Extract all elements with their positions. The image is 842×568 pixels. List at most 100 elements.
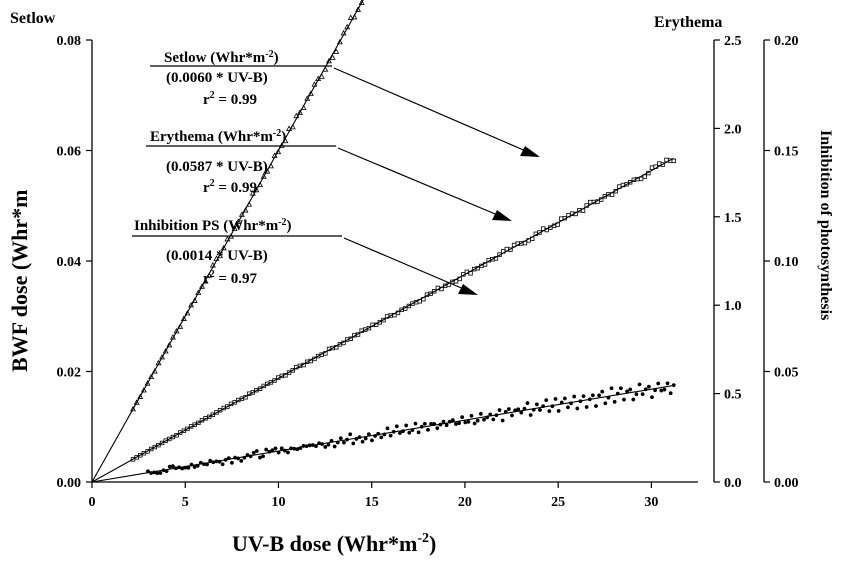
erythema-point: [660, 162, 666, 167]
inhibition-ps-point: [242, 455, 247, 460]
erythema-series: [91, 157, 676, 483]
erythema-point: [482, 262, 488, 267]
setlow-point: [289, 123, 296, 130]
inhibition-ps-point: [631, 397, 636, 402]
x-tick-label: 0: [89, 495, 96, 510]
setlow-point: [220, 244, 227, 251]
erythema-point: [461, 272, 466, 277]
setlow-point: [177, 323, 184, 329]
inhibition-ps-point: [158, 471, 163, 475]
inhibition-ps-point: [323, 445, 328, 449]
setlow-point: [275, 148, 282, 155]
erythema-point: [497, 252, 502, 257]
inhibition-ps-point: [189, 462, 194, 467]
erythema-point: [544, 227, 549, 233]
inhibition-ps-point: [482, 417, 486, 422]
inhibition-ps-point: [612, 399, 617, 404]
inhibition-ps-point: [363, 436, 368, 441]
inhibition-ps-point: [457, 421, 462, 426]
inhibition-ps-point: [282, 448, 287, 453]
erythema-point: [185, 426, 190, 432]
erythema-point: [628, 180, 633, 185]
setlow-point: [166, 341, 173, 348]
setlow-point: [336, 38, 343, 45]
x-tick-label: 20: [458, 495, 472, 510]
inhibition-ps-point: [472, 421, 477, 426]
inhibition-ps-point: [594, 404, 598, 408]
erythema-y-tick-label: 2.5: [724, 34, 742, 49]
setlow-regression-line: [91, 0, 364, 483]
x-tick-label: 5: [182, 495, 189, 510]
inhibition-ps-point: [578, 399, 583, 404]
erythema-point: [290, 368, 295, 373]
inhibition-ps-point: [622, 397, 626, 402]
inhibition-ps-point: [292, 446, 297, 451]
erythema-point: [323, 351, 328, 356]
inhibition-ps-point: [522, 406, 527, 411]
inhibition-ps-point: [541, 404, 546, 409]
inhibition-ps-point: [239, 458, 244, 463]
erythema-point: [196, 420, 201, 426]
inhibition-ps-point: [460, 415, 465, 420]
inhibition-ps-point: [261, 454, 266, 459]
erythema-y-tick-label: 0.0: [724, 476, 742, 491]
setlow-point: [238, 211, 245, 217]
setlow-point: [347, 14, 354, 20]
inhibition-ps-point: [444, 423, 449, 428]
inhibition-ps-point: [398, 431, 402, 436]
inhibition-ps-point: [606, 395, 611, 400]
erythema-point: [598, 197, 604, 202]
setlow-axis-corner-label: Setlow: [10, 10, 56, 27]
inhibition-ps-point: [373, 433, 378, 438]
inhibition-ps-point: [342, 440, 346, 445]
erythema-point: [432, 289, 437, 294]
setlow-series: [91, 0, 365, 483]
inhibition-ps-point: [510, 413, 514, 418]
erythema-point: [537, 230, 542, 235]
left-y-tick-label: 0.04: [57, 255, 82, 270]
erythema-annotation: Erythema (Whr*m-2) (0.0587 * UV-B) r2 = …: [146, 128, 336, 196]
inhibition-ps-point: [335, 440, 340, 445]
setlow-point: [307, 90, 314, 96]
inhibition-ps-point: [475, 418, 480, 423]
inhibition-ps-point: [416, 430, 421, 435]
inhibition-ps-point: [388, 433, 393, 438]
inhibition-ps-point: [656, 381, 661, 386]
inhibition-ps-point: [435, 426, 440, 431]
setlow-point: [235, 218, 242, 224]
erythema-point: [508, 247, 513, 252]
erythema-point: [348, 336, 353, 341]
inhibition-ps-series: [91, 381, 676, 483]
setlow-annotation: Setlow (Whr*m-2) (0.0060 * UV-B) r2 = 0.…: [150, 49, 332, 108]
inhibition-ps-point: [270, 448, 275, 453]
setlow-point: [318, 73, 325, 79]
erythema-point: [573, 211, 578, 217]
erythema-point: [475, 266, 480, 271]
inhibition-ps-point: [152, 470, 157, 475]
inhibition-ps-point: [379, 435, 384, 440]
callout-arrows: [333, 67, 540, 295]
inhibition-annotation-r2: r2 = 0.97: [203, 269, 257, 287]
inhibition-ps-point: [357, 435, 362, 440]
erythema-point: [395, 310, 401, 316]
inhibition-ps-point: [603, 401, 608, 406]
inhibition-ps-point: [385, 426, 390, 431]
erythema-point: [392, 312, 397, 318]
inhibition-ps-point: [164, 469, 169, 474]
setlow-point: [271, 152, 278, 158]
x-tick-label: 15: [365, 495, 379, 510]
inhibition-ps-point: [351, 441, 356, 446]
inhibition-ps-point: [550, 404, 555, 409]
inhibition-ps-point: [547, 409, 552, 414]
erythema-annotation-title: Erythema (Whr*m-2): [150, 128, 286, 145]
inhibition-ps-point: [217, 459, 222, 464]
inhibition-ps-point: [332, 444, 337, 449]
inhibition-ps-point: [413, 421, 418, 426]
inhibition-ps-point: [559, 400, 564, 405]
inhibition-y-tick-label: 0.10: [774, 255, 799, 270]
inhibition-ps-point: [276, 450, 281, 455]
erythema-point: [355, 332, 361, 337]
left-y-tick-label: 0.08: [57, 34, 82, 49]
inhibition-ps-point: [503, 409, 508, 414]
inhibition-ps-point: [360, 439, 365, 444]
